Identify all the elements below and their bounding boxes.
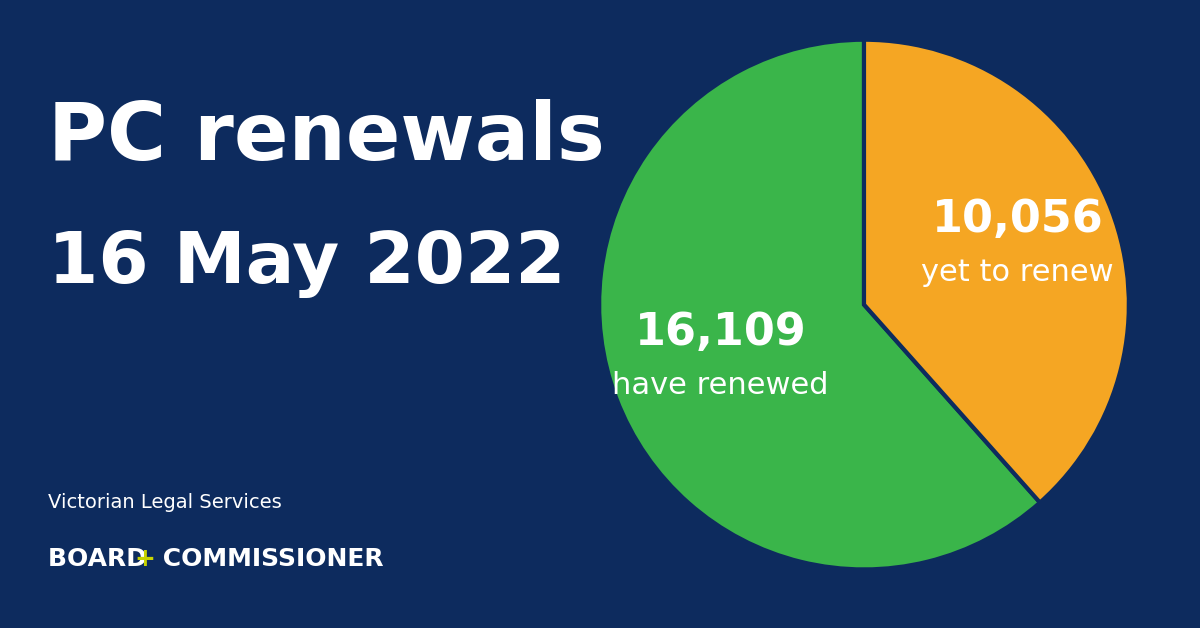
Text: Victorian Legal Services: Victorian Legal Services bbox=[48, 493, 282, 512]
Text: 16,109: 16,109 bbox=[635, 311, 806, 354]
Text: BOARD: BOARD bbox=[48, 547, 156, 571]
Text: have renewed: have renewed bbox=[612, 371, 829, 400]
Text: 16 May 2022: 16 May 2022 bbox=[48, 229, 565, 298]
Wedge shape bbox=[864, 40, 1129, 502]
Text: PC renewals: PC renewals bbox=[48, 99, 605, 177]
Wedge shape bbox=[599, 40, 1040, 570]
Text: +: + bbox=[134, 547, 155, 571]
Text: COMMISSIONER: COMMISSIONER bbox=[154, 547, 383, 571]
Text: 10,056: 10,056 bbox=[931, 198, 1103, 241]
Text: yet to renew: yet to renew bbox=[922, 258, 1114, 287]
